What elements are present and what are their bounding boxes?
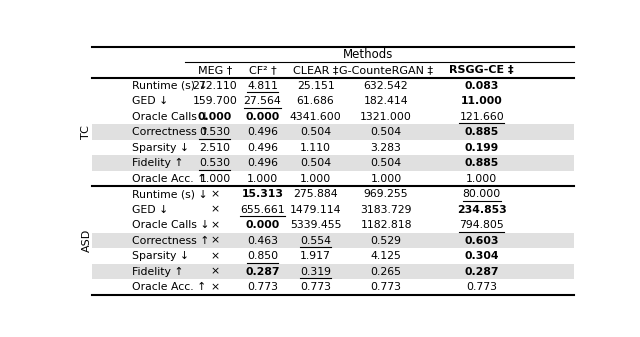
Text: 4341.600: 4341.600 — [290, 112, 342, 122]
Text: 275.884: 275.884 — [293, 189, 338, 199]
Text: 0.603: 0.603 — [465, 236, 499, 246]
Text: 15.313: 15.313 — [241, 189, 284, 199]
Text: CF² †: CF² † — [249, 65, 276, 75]
Text: 655.661: 655.661 — [240, 205, 285, 215]
Text: 0.773: 0.773 — [247, 282, 278, 292]
Text: ×: × — [211, 189, 220, 199]
Text: 969.255: 969.255 — [364, 189, 408, 199]
Text: 0.885: 0.885 — [465, 127, 499, 137]
Text: 0.287: 0.287 — [465, 267, 499, 276]
Text: G-CounteRGAN ‡: G-CounteRGAN ‡ — [339, 65, 433, 75]
Text: ×: × — [211, 205, 220, 215]
Text: 0.000: 0.000 — [245, 220, 280, 230]
Text: 0.850: 0.850 — [247, 251, 278, 261]
Text: 121.660: 121.660 — [460, 112, 504, 122]
Text: Fidelity ↑: Fidelity ↑ — [132, 158, 184, 168]
Text: GED ↓: GED ↓ — [132, 205, 168, 215]
Text: 0.530: 0.530 — [199, 158, 230, 168]
Text: 5339.455: 5339.455 — [290, 220, 341, 230]
Text: Oracle Acc. ↑: Oracle Acc. ↑ — [132, 282, 206, 292]
Text: Runtime (s) ↓: Runtime (s) ↓ — [132, 189, 208, 199]
Text: 0.504: 0.504 — [371, 127, 401, 137]
Text: 0.504: 0.504 — [300, 158, 331, 168]
Text: 0.463: 0.463 — [247, 236, 278, 246]
Text: Runtime (s) ↓: Runtime (s) ↓ — [132, 81, 208, 91]
Text: 1479.114: 1479.114 — [290, 205, 341, 215]
Text: 61.686: 61.686 — [297, 96, 335, 106]
Text: Sparsity ↓: Sparsity ↓ — [132, 251, 189, 261]
Text: CLEAR ‡: CLEAR ‡ — [293, 65, 339, 75]
Text: Oracle Calls ↓: Oracle Calls ↓ — [132, 220, 209, 230]
Text: 0.529: 0.529 — [371, 236, 401, 246]
Text: 3.283: 3.283 — [371, 143, 401, 153]
Text: 4.125: 4.125 — [371, 251, 401, 261]
Text: ×: × — [211, 282, 220, 292]
Text: 272.110: 272.110 — [193, 81, 237, 91]
Text: 0.265: 0.265 — [371, 267, 401, 276]
Text: 0.504: 0.504 — [371, 158, 401, 168]
Text: 0.773: 0.773 — [467, 282, 497, 292]
Text: 0.083: 0.083 — [465, 81, 499, 91]
Bar — [92, 264, 573, 279]
Text: 0.773: 0.773 — [371, 282, 401, 292]
Bar — [92, 155, 573, 171]
Text: 0.000: 0.000 — [198, 112, 232, 122]
Text: 1.000: 1.000 — [300, 174, 332, 184]
Text: 2.510: 2.510 — [200, 143, 230, 153]
Text: 27.564: 27.564 — [244, 96, 282, 106]
Text: 0.000: 0.000 — [245, 112, 280, 122]
Text: ASD: ASD — [81, 229, 92, 252]
Text: Oracle Acc. ↑: Oracle Acc. ↑ — [132, 174, 206, 184]
Text: TC: TC — [81, 125, 92, 139]
Text: 0.504: 0.504 — [300, 127, 331, 137]
Text: Correctness ↑: Correctness ↑ — [132, 127, 209, 137]
Text: 1.000: 1.000 — [371, 174, 402, 184]
Text: 0.496: 0.496 — [247, 143, 278, 153]
Text: 632.542: 632.542 — [364, 81, 408, 91]
Text: 0.496: 0.496 — [247, 158, 278, 168]
Text: 1.000: 1.000 — [466, 174, 497, 184]
Text: 1.000: 1.000 — [247, 174, 278, 184]
Text: 1.000: 1.000 — [199, 174, 230, 184]
Text: 1182.818: 1182.818 — [360, 220, 412, 230]
Text: 0.319: 0.319 — [300, 267, 331, 276]
Text: 0.304: 0.304 — [465, 251, 499, 261]
Bar — [92, 124, 573, 140]
Text: ×: × — [211, 236, 220, 246]
Text: 0.773: 0.773 — [300, 282, 331, 292]
Text: 0.530: 0.530 — [199, 127, 230, 137]
Text: 1.110: 1.110 — [300, 143, 331, 153]
Text: Sparsity ↓: Sparsity ↓ — [132, 143, 189, 153]
Bar — [92, 233, 573, 248]
Text: 159.700: 159.700 — [193, 96, 237, 106]
Text: ×: × — [211, 267, 220, 276]
Text: 1.917: 1.917 — [300, 251, 331, 261]
Text: Methods: Methods — [342, 48, 393, 61]
Text: 794.805: 794.805 — [460, 220, 504, 230]
Text: RSGG-CE ‡: RSGG-CE ‡ — [449, 65, 514, 75]
Text: ×: × — [211, 220, 220, 230]
Text: GED ↓: GED ↓ — [132, 96, 168, 106]
Text: 25.151: 25.151 — [297, 81, 335, 91]
Text: 0.554: 0.554 — [300, 236, 331, 246]
Text: 0.199: 0.199 — [465, 143, 499, 153]
Text: 4.811: 4.811 — [247, 81, 278, 91]
Text: 0.496: 0.496 — [247, 127, 278, 137]
Text: 0.287: 0.287 — [245, 267, 280, 276]
Text: MEG †: MEG † — [198, 65, 232, 75]
Text: 234.853: 234.853 — [457, 205, 507, 215]
Text: ×: × — [211, 251, 220, 261]
Text: 1321.000: 1321.000 — [360, 112, 412, 122]
Text: Fidelity ↑: Fidelity ↑ — [132, 267, 184, 277]
Text: Oracle Calls ↓: Oracle Calls ↓ — [132, 112, 209, 122]
Text: 11.000: 11.000 — [461, 96, 502, 106]
Text: 0.885: 0.885 — [465, 158, 499, 168]
Text: 3183.729: 3183.729 — [360, 205, 412, 215]
Text: 182.414: 182.414 — [364, 96, 408, 106]
Text: Correctness ↑: Correctness ↑ — [132, 236, 209, 246]
Text: 80.000: 80.000 — [463, 189, 501, 199]
